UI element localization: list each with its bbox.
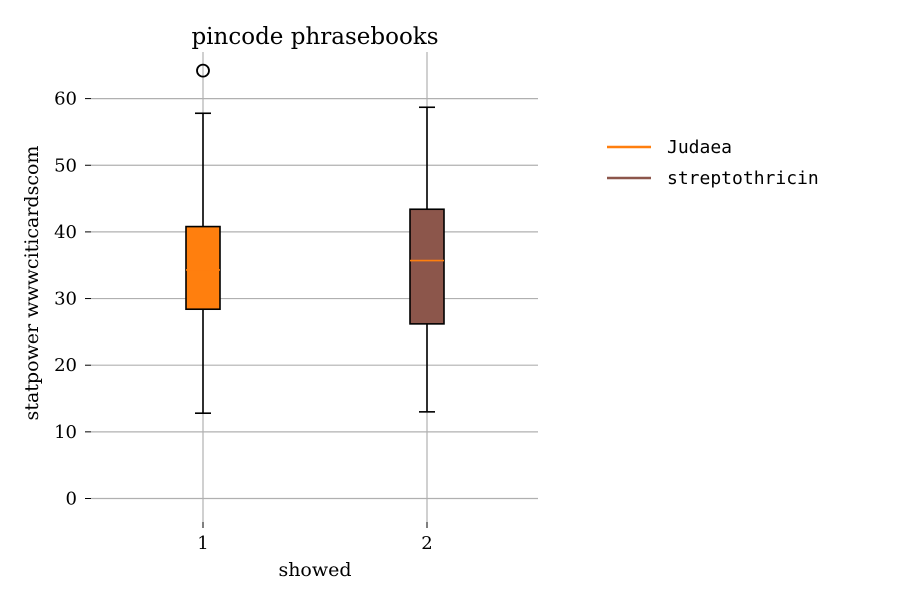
boxes (185, 63, 445, 414)
x-axis-label: showed (278, 559, 351, 581)
chart-title: pincode phrasebooks (191, 24, 438, 50)
y-tick-label: 0 (66, 489, 77, 510)
legend: Judaea streptothricin (607, 137, 819, 189)
box-iqr (409, 208, 445, 325)
y-tick-label: 40 (54, 222, 77, 243)
y-tick-label: 50 (54, 155, 77, 176)
y-tick-label: 30 (54, 289, 77, 310)
legend-label: Judaea (667, 137, 732, 158)
axes: 0 10 20 30 40 50 60 1 2 (54, 89, 433, 554)
x-tick-label: 2 (421, 533, 432, 554)
grid-lines (91, 52, 538, 522)
y-tick-label: 60 (54, 89, 77, 110)
outlier-point (196, 63, 210, 78)
legend-entry: streptothricin (607, 168, 819, 189)
y-tick-label: 20 (54, 355, 77, 376)
x-tick-label: 1 (197, 533, 208, 554)
legend-entry: Judaea (607, 137, 732, 158)
legend-label: streptothricin (667, 168, 819, 189)
y-tick-label: 10 (54, 422, 77, 443)
box-iqr (185, 225, 221, 311)
y-axis-label: statpower wwwciticardscom (21, 146, 43, 421)
box-group (185, 63, 221, 414)
box-group (409, 106, 445, 413)
